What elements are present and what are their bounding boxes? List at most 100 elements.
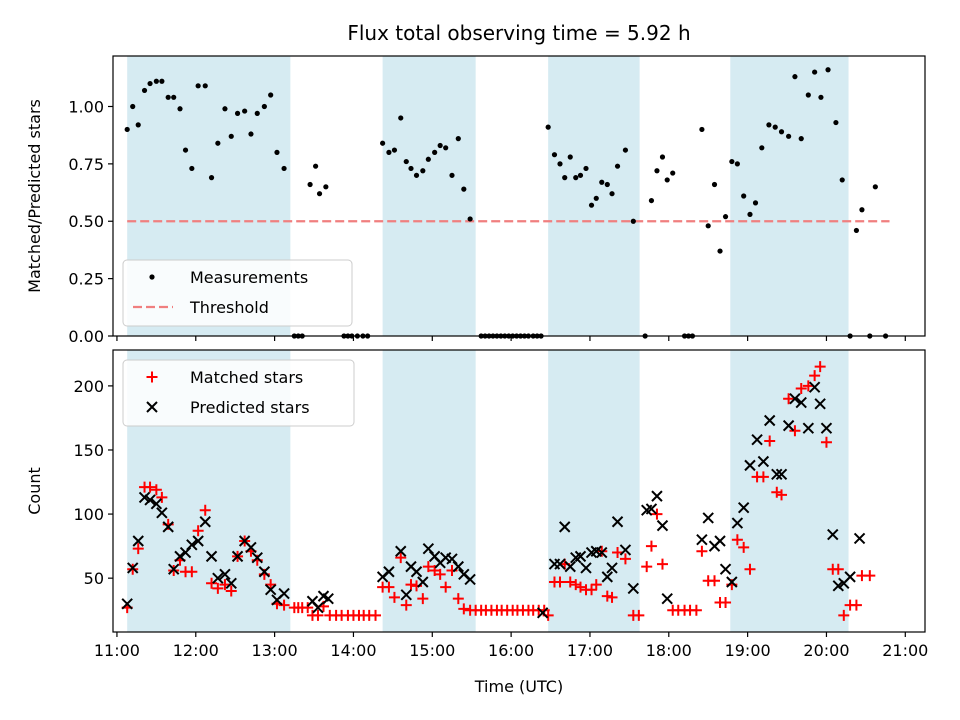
measurement-point [734, 161, 740, 167]
shaded-interval [730, 350, 849, 632]
matched-star-marker [789, 425, 801, 437]
predicted-star-marker [225, 577, 237, 589]
measurement-point [195, 83, 201, 89]
measurement-point [812, 69, 818, 75]
predicted-star-marker [814, 398, 826, 410]
predicted-star-marker [132, 535, 144, 547]
matched-star-marker [619, 553, 631, 565]
y-tick-label: 150 [73, 441, 104, 460]
measurement-point [551, 152, 558, 158]
measurement-point [577, 172, 584, 178]
measurement-point [159, 78, 165, 84]
axes-frame [112, 349, 926, 633]
y-tick-label: 200 [73, 377, 104, 396]
predicted-star-marker [782, 419, 795, 432]
figure-title: Flux total observing time = 5.92 h [347, 21, 690, 45]
predicted-star-marker [802, 422, 815, 434]
measurement-point [573, 175, 579, 181]
x-tick-label: 16:00 [488, 641, 534, 660]
shaded-interval [382, 350, 476, 632]
matched-star-marker [132, 543, 144, 555]
measurement-point [609, 191, 615, 197]
measurement-point [588, 202, 595, 208]
y-tick-label: 100 [73, 505, 104, 524]
measurement-point [432, 149, 438, 155]
predicted-star-marker [144, 494, 156, 506]
measurement-point [182, 147, 189, 153]
measurement-point [664, 177, 670, 183]
legend-predicted-swatch [146, 401, 158, 413]
predicted-star-marker [251, 551, 263, 564]
predicted-star-marker [174, 550, 186, 563]
predicted-star-marker [564, 560, 576, 573]
predicted-star-marker [702, 512, 714, 524]
predicted-star-marker [258, 566, 271, 578]
measurement-point [141, 87, 148, 94]
matched-star-marker [690, 604, 702, 616]
measurement-point [805, 92, 811, 98]
y-tick-label: 0.25 [68, 270, 104, 289]
matched-star-marker [564, 576, 576, 588]
matched-star-marker [820, 436, 832, 448]
count-panel: 11:00 12:00 13:00 14:00 15:00 16:00 17:00 18:00… [25, 349, 928, 696]
measurement-point [654, 168, 660, 174]
matched-star-marker [795, 382, 807, 394]
measurement-point [604, 181, 610, 188]
predicted-star-marker [395, 545, 407, 557]
matched-star-marker [150, 484, 162, 496]
matched-star-marker [452, 593, 464, 605]
predicted-star-marker [150, 498, 163, 510]
predicted-star-marker [853, 532, 866, 545]
predicted-star-marker [245, 541, 257, 554]
measurement-point [593, 195, 599, 201]
legend-box [122, 359, 355, 427]
measurement-point [630, 218, 636, 224]
matched-star-marker [633, 609, 645, 621]
measurement-point [215, 140, 221, 146]
predicted-star-marker [719, 563, 732, 575]
predicted-star-marker [656, 519, 669, 532]
measurement-point [859, 207, 865, 213]
predicted-star-marker [452, 560, 465, 573]
predicted-star-marker [775, 468, 788, 481]
measurement-point [622, 147, 629, 153]
matched-star-marker [440, 581, 452, 593]
x-tick-label: 18:00 [646, 641, 692, 660]
predicted-star-marker [383, 566, 395, 578]
predicted-star-marker [212, 572, 224, 584]
y-tick-label: 50 [84, 569, 104, 588]
measurement-point [792, 74, 798, 80]
legend-measurement-swatch [149, 274, 155, 280]
matched-star-marker [612, 547, 624, 559]
measurement-point [567, 154, 573, 160]
predicted-star-marker [627, 582, 640, 595]
measurement-point [391, 147, 398, 153]
shaded-interval [730, 56, 849, 336]
measurement-point [171, 94, 177, 100]
matched-star-marker [278, 599, 290, 611]
predicted-star-marker [167, 563, 180, 575]
measurement-point [147, 80, 153, 87]
shaded-interval [548, 56, 640, 336]
measurement-point [599, 179, 605, 185]
matched-star-marker [570, 579, 582, 591]
measurement-point [313, 163, 319, 169]
matched-star-marker [864, 570, 876, 582]
matched-star-marker [422, 561, 434, 573]
measurement-point [614, 163, 621, 169]
measurement-point [670, 170, 676, 176]
matched-star-marker [186, 566, 198, 578]
measurement-point [254, 110, 260, 116]
matched-star-marker [709, 575, 721, 587]
measurement-point [872, 184, 878, 190]
matched-star-marker [776, 489, 788, 501]
predicted-star-marker [726, 576, 738, 588]
matched-star-marker [156, 491, 168, 503]
measurement-point [189, 165, 195, 172]
matched-star-marker [838, 609, 850, 621]
predicted-star-marker [744, 459, 756, 472]
predicted-star-marker [417, 576, 429, 588]
measurement-point [562, 175, 568, 181]
measurement-point [699, 126, 705, 133]
